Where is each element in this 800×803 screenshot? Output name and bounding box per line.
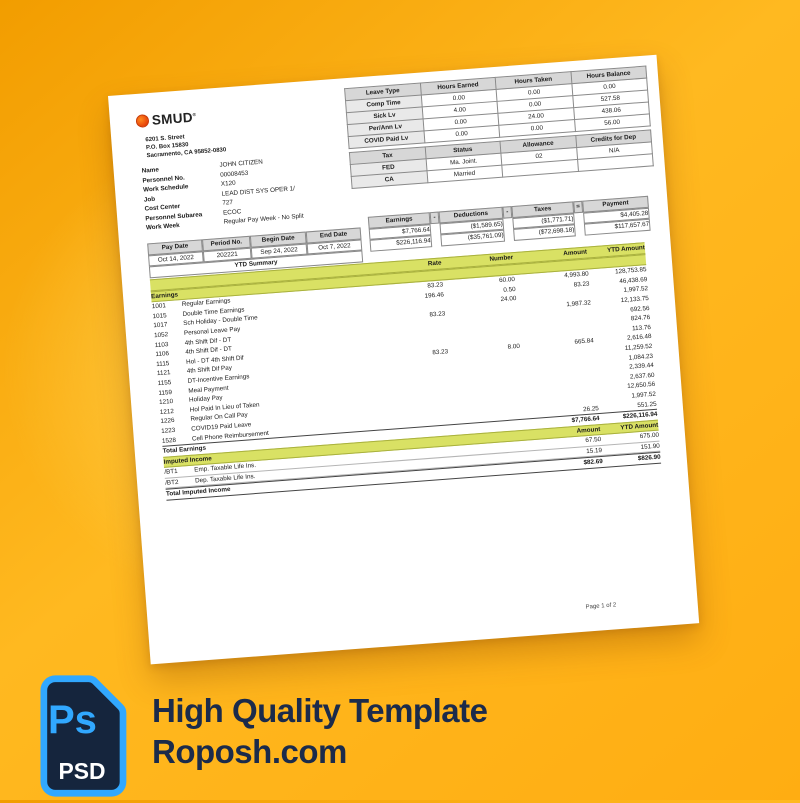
paystub-page: SMUD® 6201 S. Street P.O. Box 15830 Sacr… bbox=[108, 54, 700, 665]
smud-brand-text: SMUD® bbox=[151, 109, 197, 128]
page-number: Page 1 of 2 bbox=[585, 602, 617, 611]
company-address: 6201 S. Street P.O. Box 15830 Sacramento… bbox=[145, 131, 226, 161]
psd-document-shape bbox=[40, 675, 127, 797]
total-imputed-ytd: $826.90 bbox=[637, 454, 661, 463]
branding-text: High Quality Template Roposh.com bbox=[152, 690, 488, 772]
psd-file-badge: Ps PSD bbox=[34, 674, 130, 798]
earnings-detail-table: Rate Number Amount YTD Amount Earnings 1001 Re… bbox=[149, 242, 662, 501]
branding-site: Roposh.com bbox=[152, 733, 347, 770]
registered-mark-icon: ® bbox=[192, 111, 197, 118]
smud-logo: SMUD® bbox=[135, 107, 197, 131]
psd-badge-icon: Ps PSD bbox=[40, 675, 127, 797]
branding-title: High Quality Template bbox=[152, 692, 488, 729]
smud-logo-icon bbox=[135, 114, 150, 129]
psd-format-label: PSD bbox=[58, 758, 105, 784]
ps-app-glyph: Ps bbox=[48, 698, 97, 742]
